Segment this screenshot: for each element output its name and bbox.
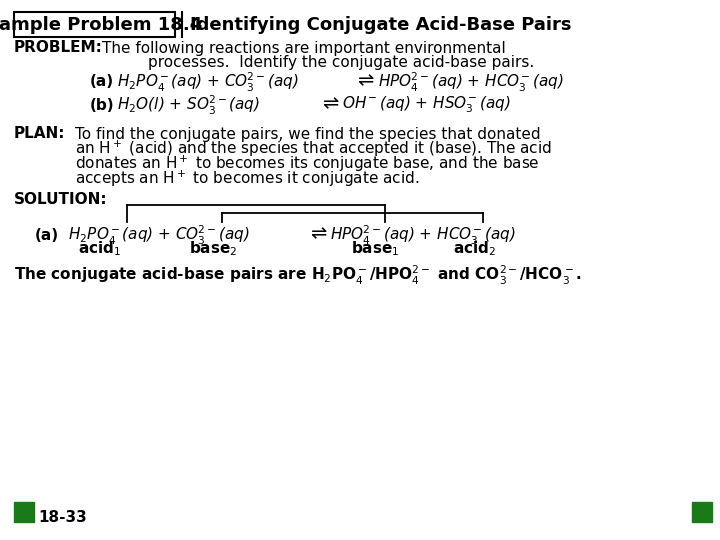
Text: The conjugate acid-base pairs are H$_2$PO$_4^-$/HPO$_4^{2-}$ and CO$_3^{2-}$/HCO: The conjugate acid-base pairs are H$_2$P… bbox=[14, 264, 582, 287]
Text: 18-33: 18-33 bbox=[38, 510, 86, 525]
Text: Sample Problem 18.4: Sample Problem 18.4 bbox=[0, 16, 202, 33]
Text: (a): (a) bbox=[35, 227, 59, 242]
Text: base$_1$: base$_1$ bbox=[351, 240, 400, 258]
Text: H$_2$PO$_4^-$(aq) + CO$_3^{2-}$(aq): H$_2$PO$_4^-$(aq) + CO$_3^{2-}$(aq) bbox=[117, 70, 299, 93]
Text: (b): (b) bbox=[90, 98, 114, 112]
FancyBboxPatch shape bbox=[14, 12, 175, 37]
Text: HPO$_4^{2-}$(aq) + HCO$_3^-$(aq): HPO$_4^{2-}$(aq) + HCO$_3^-$(aq) bbox=[378, 70, 564, 93]
Text: PLAN:: PLAN: bbox=[14, 126, 66, 141]
Text: HPO$_4^{2-}$(aq) + HCO$_3^-$(aq): HPO$_4^{2-}$(aq) + HCO$_3^-$(aq) bbox=[330, 224, 516, 247]
Text: donates an H$^+$ to becomes its conjugate base, and the base: donates an H$^+$ to becomes its conjugat… bbox=[75, 154, 539, 174]
Text: $\rightleftharpoons$: $\rightleftharpoons$ bbox=[307, 225, 328, 244]
Text: The following reactions are important environmental: The following reactions are important en… bbox=[102, 40, 505, 56]
Text: H$_2$PO$_4^-$(aq) + CO$_3^{2-}$(aq): H$_2$PO$_4^-$(aq) + CO$_3^{2-}$(aq) bbox=[68, 224, 250, 247]
Bar bbox=[14, 502, 34, 522]
Text: SOLUTION:: SOLUTION: bbox=[14, 192, 107, 207]
Text: OH$^-$(aq) + HSO$_3^-$(aq): OH$^-$(aq) + HSO$_3^-$(aq) bbox=[342, 94, 510, 115]
Text: base$_2$: base$_2$ bbox=[189, 240, 237, 258]
Bar bbox=[692, 502, 712, 522]
Text: $\rightleftharpoons$: $\rightleftharpoons$ bbox=[354, 71, 376, 91]
Text: H$_2$O($l$) + SO$_3^{2-}$(aq): H$_2$O($l$) + SO$_3^{2-}$(aq) bbox=[117, 93, 260, 117]
Text: $\rightleftharpoons$: $\rightleftharpoons$ bbox=[320, 94, 341, 113]
Text: (a): (a) bbox=[90, 75, 114, 90]
Text: To find the conjugate pairs, we find the species that donated: To find the conjugate pairs, we find the… bbox=[75, 126, 541, 141]
Text: accepts an H$^+$ to becomes it conjugate acid.: accepts an H$^+$ to becomes it conjugate… bbox=[75, 169, 419, 189]
Text: processes.  Identify the conjugate acid-base pairs.: processes. Identify the conjugate acid-b… bbox=[148, 55, 534, 70]
Text: an H$^+$ (acid) and the species that accepted it (base). The acid: an H$^+$ (acid) and the species that acc… bbox=[75, 139, 552, 159]
Text: PROBLEM:: PROBLEM: bbox=[14, 40, 103, 56]
Text: acid$_2$: acid$_2$ bbox=[454, 240, 497, 258]
Text: Identifying Conjugate Acid-Base Pairs: Identifying Conjugate Acid-Base Pairs bbox=[190, 16, 572, 34]
Text: acid$_1$: acid$_1$ bbox=[78, 240, 122, 258]
